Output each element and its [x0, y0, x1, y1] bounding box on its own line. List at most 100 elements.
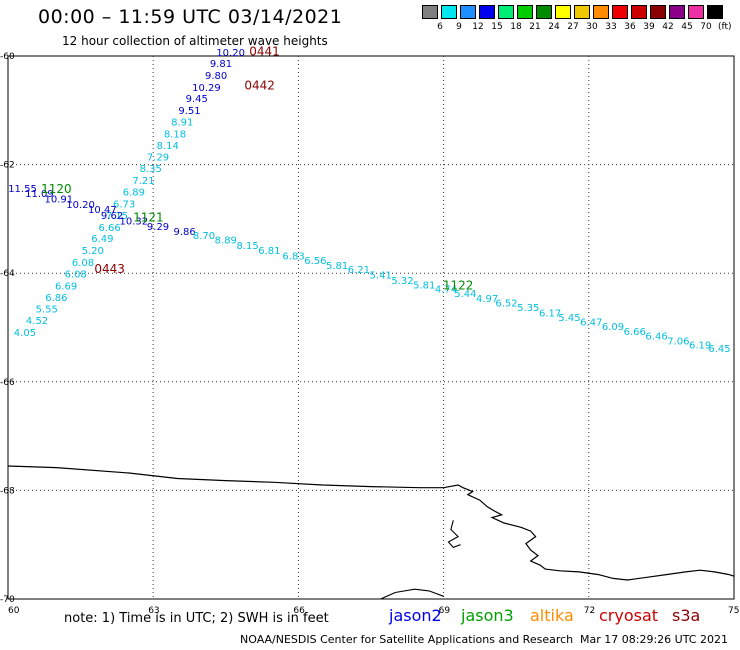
wave-height-value: 11.55 [8, 184, 37, 195]
legend-swatch-42 [669, 5, 685, 19]
wave-height-value: 6.66 [624, 327, 646, 338]
wave-height-value: 9.29 [147, 222, 169, 233]
legend-swatch-12 [479, 5, 495, 19]
wave-height-value: 9.51 [178, 106, 200, 117]
legend-label-12: 12 [472, 22, 484, 32]
legend-swatch-30 [593, 5, 609, 19]
wave-height-value: 6.49 [91, 234, 113, 245]
legend-swatch-36 [631, 5, 647, 19]
legend-swatch-27 [574, 5, 590, 19]
legend-label-24: 24 [548, 22, 560, 32]
legend-swatch-39 [650, 5, 666, 19]
wave-height-value: 7.29 [147, 152, 169, 163]
legend-label-70: 70 [700, 22, 712, 32]
pass-time-label: 1121 [133, 211, 164, 225]
x-tick-label: 75 [728, 606, 739, 616]
wave-height-value: 5.81 [413, 280, 435, 291]
wave-height-value: 4.97 [476, 294, 498, 305]
wave-height-value: 5.35 [517, 303, 539, 314]
legend-label-6: 6 [437, 22, 443, 32]
wave-height-value: 8.89 [215, 235, 237, 246]
wave-height-value: 6.56 [304, 256, 326, 267]
legend-s3a: s3a [672, 606, 701, 625]
wave-height-value: 9.45 [186, 94, 208, 105]
legend-label-42: 42 [662, 22, 674, 32]
pass-time-label: 0442 [244, 79, 275, 93]
wave-height-value: 5.81 [326, 261, 348, 272]
legend-label-9: 9 [456, 22, 462, 32]
wave-height-value: 10.32 [120, 216, 149, 227]
wave-height-value: 6.73 [113, 199, 135, 210]
map-frame [7, 55, 735, 600]
wave-height-value: 6.81 [258, 246, 280, 257]
wave-height-value: 6.09 [602, 322, 624, 333]
legend-swatch-70 [707, 5, 723, 19]
wave-height-value: 7.06 [667, 336, 689, 347]
wave-height-value: 6.46 [645, 331, 667, 342]
wave-height-value: 6.69 [55, 281, 77, 292]
y-tick-label: -62 [0, 161, 15, 171]
wave-height-value: 6.21 [348, 265, 370, 276]
legend-label-36: 36 [624, 22, 636, 32]
wave-height-value: 10.91 [44, 195, 73, 206]
wave-height-value: 6.19 [689, 341, 711, 352]
wave-height-value: 6.08 [72, 258, 94, 269]
legend-jason2: jason2 [389, 606, 442, 625]
wave-height-value: 7.15 [106, 211, 128, 222]
legend-swatch-9 [460, 5, 476, 19]
wave-height-value: 9.81 [210, 59, 232, 70]
x-tick-label: 63 [148, 606, 159, 616]
wave-height-value: 5.44 [454, 289, 476, 300]
wave-height-value: 4.52 [26, 316, 48, 327]
wave-height-value: 10.29 [192, 83, 221, 94]
wave-height-value: 9.62 [101, 211, 123, 222]
legend-swatch-18 [517, 5, 533, 19]
wave-height-value: 5.20 [82, 246, 104, 257]
wave-height-value: 5.32 [391, 276, 413, 287]
legend-jason3: jason3 [461, 606, 514, 625]
wave-height-value: 5.45 [558, 313, 580, 324]
y-tick-label: -64 [0, 269, 15, 279]
legend-label-45: 45 [681, 22, 693, 32]
map-title: 00:00 – 11:59 UTC 03/14/2021 [38, 6, 343, 28]
antarctic-coastline [7, 465, 735, 581]
wave-height-value: 6.47 [580, 317, 602, 328]
y-tick-label: -70 [0, 595, 15, 605]
wave-height-value: 5.55 [36, 304, 58, 315]
legend-swatch-45 [688, 5, 704, 19]
wave-height-value: 10.20 [66, 200, 95, 211]
wave-height-value: 6.83 [282, 252, 304, 263]
wave-height-value: 8.15 [236, 241, 258, 252]
map-subtitle: 12 hour collection of altimeter wave hei… [62, 34, 328, 48]
pass-time-label: 1122 [443, 278, 474, 292]
legend-label-21: 21 [529, 22, 541, 32]
wave-height-value: 10.47 [88, 205, 117, 216]
x-tick-label: 69 [439, 606, 451, 616]
wave-height-value: 9.80 [205, 71, 227, 82]
wave-height-value: 6.08 [65, 270, 87, 281]
legend-swatch-6 [441, 5, 457, 19]
footer-note: note: 1) Time is in UTC; 2) SWH is in fe… [64, 611, 329, 626]
legend-label-33: 33 [605, 22, 617, 32]
footer-credit: NOAA/NESDIS Center for Satellite Applica… [240, 633, 574, 646]
wave-height-value: 6.45 [708, 344, 730, 355]
legend-swatch-21 [536, 5, 552, 19]
legend-label-39: 39 [643, 22, 655, 32]
wave-height-value: 6.17 [539, 309, 561, 320]
legend-label-15: 15 [491, 22, 503, 32]
legend-swatch-3 [422, 5, 438, 19]
coastline-inlet [447, 520, 461, 549]
footer-timestamp: Mar 17 08:29:26 UTC 2021 [580, 633, 728, 646]
wave-height-value: 4.05 [14, 328, 36, 339]
pass-time-label: 0441 [249, 44, 280, 58]
wave-height-value: 8.18 [164, 129, 186, 140]
y-tick-label: -60 [0, 52, 15, 62]
legend-label-18: 18 [510, 22, 522, 32]
legend-cryosat: cryosat [599, 606, 659, 625]
wave-height-value: 7.21 [132, 176, 154, 187]
y-tick-label: -68 [0, 486, 15, 496]
pass-time-label: 0443 [94, 262, 125, 276]
wave-height-value: 8.70 [193, 231, 215, 242]
legend-label-27: 27 [567, 22, 579, 32]
